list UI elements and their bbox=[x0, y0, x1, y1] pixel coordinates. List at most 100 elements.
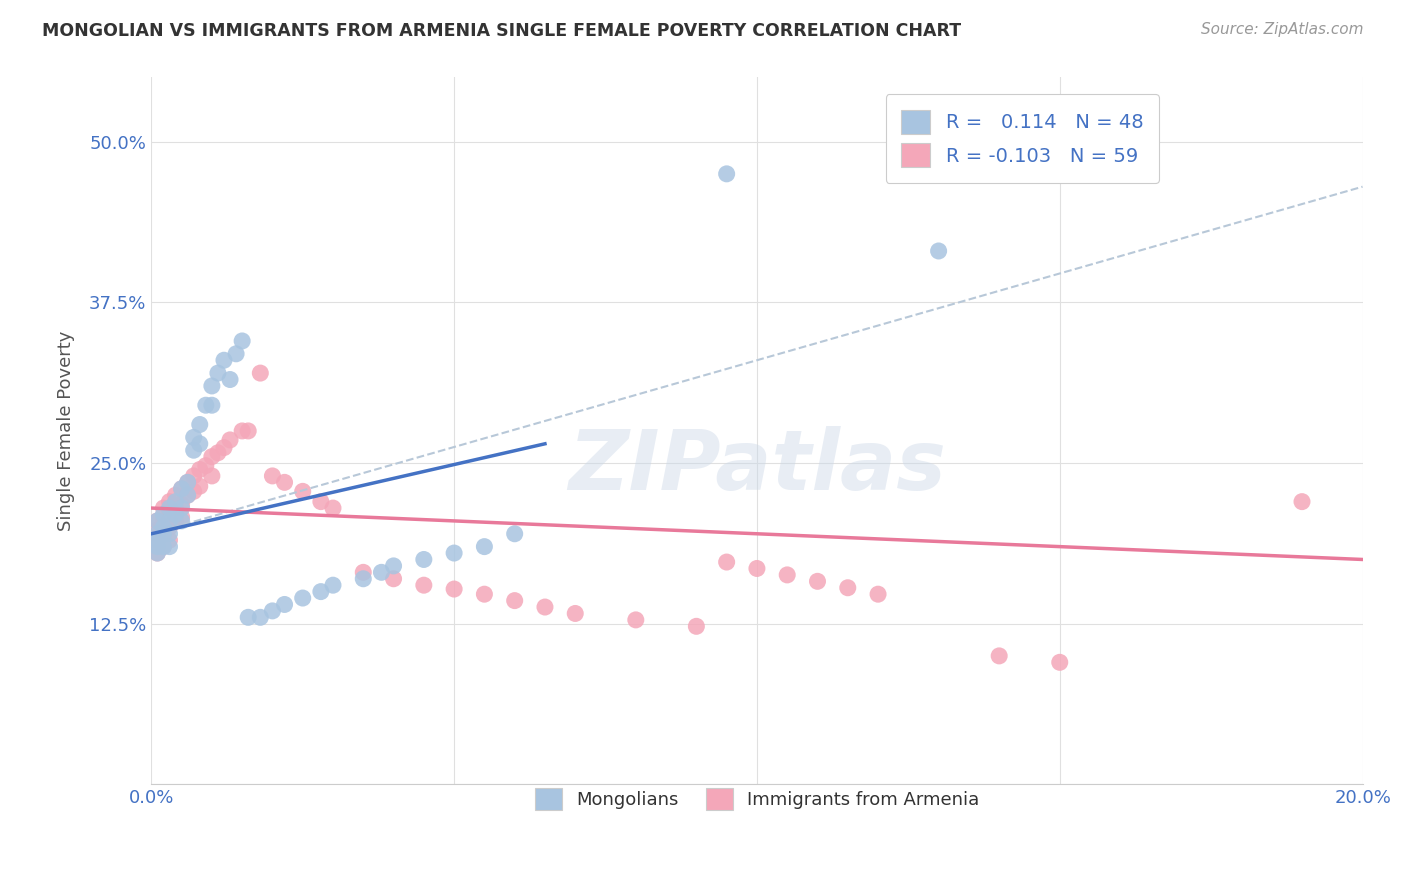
Point bbox=[194, 398, 217, 412]
Point bbox=[146, 533, 169, 548]
Point bbox=[176, 488, 198, 502]
Point bbox=[170, 482, 193, 496]
Point bbox=[534, 600, 557, 615]
Point bbox=[146, 546, 169, 560]
Point bbox=[745, 561, 768, 575]
Point bbox=[262, 604, 284, 618]
Point bbox=[291, 591, 314, 605]
Point bbox=[837, 581, 859, 595]
Point bbox=[146, 540, 169, 554]
Point bbox=[165, 514, 187, 528]
Point bbox=[170, 482, 193, 496]
Point bbox=[188, 437, 211, 451]
Point bbox=[165, 494, 187, 508]
Point bbox=[152, 520, 174, 534]
Point bbox=[988, 648, 1011, 663]
Point bbox=[806, 574, 828, 589]
Point bbox=[928, 244, 950, 258]
Point bbox=[219, 433, 242, 447]
Point bbox=[309, 494, 332, 508]
Point bbox=[219, 372, 242, 386]
Point bbox=[443, 546, 465, 560]
Point bbox=[146, 546, 169, 560]
Legend: Mongolians, Immigrants from Armenia: Mongolians, Immigrants from Armenia bbox=[520, 774, 994, 825]
Point bbox=[165, 508, 187, 522]
Point bbox=[503, 526, 526, 541]
Point bbox=[564, 607, 586, 621]
Point bbox=[152, 540, 174, 554]
Point bbox=[212, 441, 235, 455]
Point bbox=[238, 424, 260, 438]
Text: Source: ZipAtlas.com: Source: ZipAtlas.com bbox=[1201, 22, 1364, 37]
Point bbox=[183, 484, 205, 499]
Point bbox=[309, 584, 332, 599]
Point bbox=[152, 531, 174, 545]
Point bbox=[503, 593, 526, 607]
Point bbox=[207, 446, 229, 460]
Point bbox=[159, 533, 181, 548]
Point bbox=[231, 334, 253, 348]
Point bbox=[146, 514, 169, 528]
Point bbox=[176, 475, 198, 490]
Point bbox=[273, 475, 295, 490]
Point bbox=[370, 566, 392, 580]
Point bbox=[201, 469, 224, 483]
Point bbox=[152, 501, 174, 516]
Point bbox=[170, 497, 193, 511]
Point bbox=[238, 610, 260, 624]
Point bbox=[183, 443, 205, 458]
Point bbox=[176, 488, 198, 502]
Point bbox=[201, 450, 224, 464]
Point bbox=[159, 501, 181, 516]
Point bbox=[201, 398, 224, 412]
Point bbox=[183, 469, 205, 483]
Point bbox=[159, 514, 181, 528]
Point bbox=[1291, 494, 1313, 508]
Point bbox=[159, 508, 181, 522]
Point bbox=[291, 484, 314, 499]
Point bbox=[412, 578, 434, 592]
Point bbox=[170, 501, 193, 516]
Point bbox=[382, 558, 405, 573]
Text: MONGOLIAN VS IMMIGRANTS FROM ARMENIA SINGLE FEMALE POVERTY CORRELATION CHART: MONGOLIAN VS IMMIGRANTS FROM ARMENIA SIN… bbox=[42, 22, 962, 40]
Point bbox=[165, 488, 187, 502]
Point bbox=[868, 587, 890, 601]
Point bbox=[152, 508, 174, 522]
Point bbox=[776, 568, 799, 582]
Point bbox=[474, 540, 496, 554]
Point bbox=[201, 379, 224, 393]
Point bbox=[207, 366, 229, 380]
Point bbox=[474, 587, 496, 601]
Point bbox=[624, 613, 647, 627]
Point bbox=[212, 353, 235, 368]
Point bbox=[352, 572, 374, 586]
Point bbox=[152, 526, 174, 541]
Point bbox=[159, 540, 181, 554]
Point bbox=[146, 526, 169, 541]
Point bbox=[412, 552, 434, 566]
Point bbox=[146, 514, 169, 528]
Point bbox=[146, 523, 169, 537]
Point bbox=[685, 619, 707, 633]
Point bbox=[249, 610, 271, 624]
Point bbox=[146, 531, 169, 545]
Point bbox=[170, 514, 193, 528]
Point bbox=[146, 538, 169, 552]
Point bbox=[176, 475, 198, 490]
Point bbox=[152, 523, 174, 537]
Point bbox=[249, 366, 271, 380]
Point bbox=[165, 501, 187, 516]
Point bbox=[716, 555, 738, 569]
Point bbox=[170, 510, 193, 524]
Point bbox=[322, 501, 344, 516]
Point bbox=[159, 494, 181, 508]
Point bbox=[231, 424, 253, 438]
Point bbox=[188, 479, 211, 493]
Point bbox=[188, 462, 211, 476]
Point bbox=[262, 469, 284, 483]
Point bbox=[273, 598, 295, 612]
Point bbox=[159, 520, 181, 534]
Y-axis label: Single Female Poverty: Single Female Poverty bbox=[58, 331, 75, 531]
Point bbox=[1049, 656, 1071, 670]
Point bbox=[382, 572, 405, 586]
